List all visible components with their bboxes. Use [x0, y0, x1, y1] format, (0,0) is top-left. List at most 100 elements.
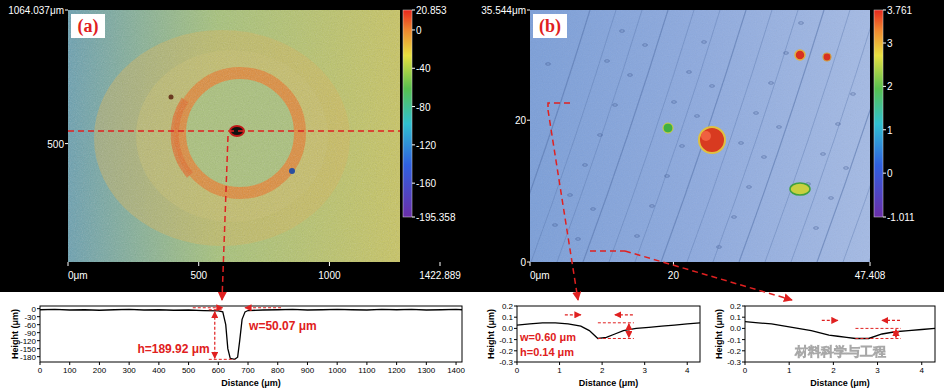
plot-data	[40, 309, 462, 359]
colorbar-tick	[412, 144, 415, 145]
y-tick-label: 35.544μm	[481, 5, 526, 16]
x-tick	[877, 362, 878, 365]
y-tick	[527, 120, 530, 121]
x-tick-label: 0	[38, 366, 43, 375]
x-tick	[329, 262, 330, 266]
height-map-image	[68, 10, 400, 262]
colorbar-tick-label: -1.011	[887, 212, 915, 223]
particle	[790, 183, 810, 195]
x-tick-label: 700	[241, 366, 255, 375]
x-tick-label: 900	[301, 366, 315, 375]
x-tick	[366, 362, 367, 365]
x-tick	[687, 362, 688, 365]
x-tick-label: 0	[515, 366, 520, 375]
x-tick	[218, 362, 219, 365]
annotation-arrow	[615, 314, 633, 315]
x-tick	[40, 362, 41, 365]
x-tick-label: 200	[93, 366, 107, 375]
y-tick-label: -0.2	[499, 347, 513, 356]
y-tick	[742, 328, 745, 329]
x-tick-label: 1	[557, 366, 562, 375]
panel-label-box	[533, 14, 567, 38]
x-tick-label: 100	[63, 366, 77, 375]
colorbar-tick-label: 20.853	[416, 5, 447, 16]
colorbar-tick	[883, 43, 886, 44]
plot-frame	[745, 306, 935, 362]
profile-chart: 012340.20.10.0-0.1-0.2-0.3Distance (μm)H…	[486, 302, 700, 388]
annotation-guide	[209, 309, 223, 310]
height-map-image	[530, 10, 870, 262]
annotation-arrow	[628, 324, 629, 338]
y-tick	[742, 362, 745, 363]
annotation-text: w=50.07 μm	[248, 319, 317, 333]
profile-chart: 012340.20.10.0-0.1-0.2-0.3Distance (μm)H…	[714, 302, 935, 388]
y-tick-label: -0.3	[499, 358, 513, 367]
y-tick	[514, 362, 517, 363]
y-tick	[65, 10, 68, 11]
panel-label: (b)	[539, 16, 561, 37]
x-tick	[198, 262, 199, 266]
panel-label-box	[71, 14, 105, 38]
profile-connector	[548, 110, 578, 300]
height-map-panel: 0μm2047.40802035.544μm3.7613210-1.011(b)	[481, 5, 944, 281]
annotation-guide	[855, 328, 901, 329]
x-tick	[277, 362, 278, 365]
y-axis-title: Height (μm)	[10, 309, 20, 359]
y-tick-label: 0.2	[730, 302, 742, 311]
texture	[68, 10, 400, 262]
colorbar-tick-label: 1	[887, 125, 893, 136]
x-tick-label: 1100	[358, 366, 376, 375]
x-tick	[69, 362, 70, 365]
particle	[699, 127, 725, 153]
x-tick-label: 0	[743, 366, 748, 375]
watermark: 材料科学与工程	[794, 344, 886, 359]
y-tick	[37, 332, 40, 333]
y-tick	[514, 328, 517, 329]
annotation-arrow	[565, 314, 581, 315]
x-axis-title: Distance (μm)	[221, 378, 281, 388]
y-tick	[742, 339, 745, 340]
annotation-guide	[209, 359, 235, 360]
x-tick-label: 1422.889	[419, 270, 461, 281]
x-tick-label: 4	[685, 366, 690, 375]
annotation-text: h=0.14 μm	[520, 346, 574, 358]
annotation-text: w=0.60 μm	[519, 331, 576, 343]
x-tick	[396, 362, 397, 365]
x-tick	[602, 362, 603, 365]
colorbar-tick-label: 2	[887, 81, 893, 92]
colorbar-tick-label: -40	[416, 63, 431, 74]
y-tick	[514, 350, 517, 351]
y-tick-label: 1064.037μm	[8, 5, 64, 16]
y-tick	[527, 10, 530, 11]
x-tick-label: 800	[271, 366, 285, 375]
colorbar	[403, 10, 412, 217]
x-tick	[99, 362, 100, 365]
colorbar-tick-label: -120	[416, 140, 436, 151]
height-map-panel: 0μm50010001422.8895001064.037μm20.8530-4…	[8, 5, 461, 281]
x-tick-label: 1000	[328, 366, 346, 375]
colorbar	[874, 10, 883, 217]
y-axis-title: Height (μm)	[714, 309, 724, 359]
y-tick-label: 0.0	[730, 324, 742, 333]
colorbar-tick-label: 0	[887, 168, 893, 179]
x-tick-label: 500	[182, 366, 196, 375]
x-tick	[789, 362, 790, 365]
y-tick	[527, 262, 530, 263]
colorbar-tick-label: -160	[416, 178, 436, 189]
x-tick	[644, 362, 645, 365]
x-tick-label: 1200	[388, 366, 406, 375]
profile-line	[745, 322, 935, 339]
colorbar-tick	[412, 10, 415, 11]
x-tick-label: 500	[190, 270, 207, 281]
particle	[795, 50, 805, 60]
spot	[289, 168, 295, 174]
profile-line-marker	[68, 130, 400, 132]
annotation-arrow	[193, 307, 223, 308]
x-tick-label: 2	[831, 366, 836, 375]
x-tick-label: 600	[212, 366, 226, 375]
y-tick	[37, 316, 40, 317]
x-tick-label: 47.408	[855, 270, 886, 281]
x-tick	[921, 362, 922, 365]
y-tick	[742, 306, 745, 307]
y-axis-title: Height (μm)	[486, 309, 496, 359]
